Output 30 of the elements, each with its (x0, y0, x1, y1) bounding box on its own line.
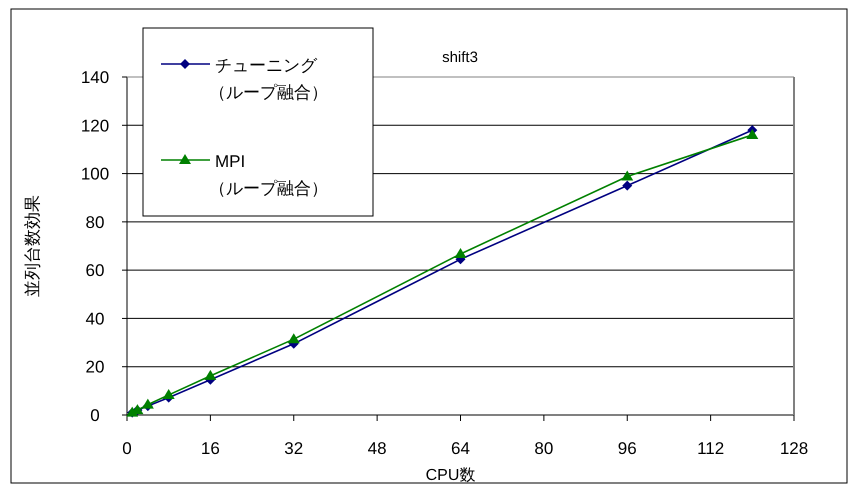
legend-label: チューニング（ループ融合） (209, 56, 328, 102)
y-tick-label: 120 (80, 116, 110, 136)
x-axis-title: CPU数 (426, 467, 476, 484)
x-tick-label: 48 (368, 439, 387, 458)
point (204, 370, 216, 380)
point (454, 248, 466, 258)
x-tick-label: 16 (200, 439, 220, 458)
chart-title: shift3 (442, 49, 478, 66)
point (621, 170, 634, 180)
x-tick-label: 64 (451, 439, 470, 458)
point (288, 333, 300, 344)
legend-label: MPI（ループ融合） (209, 152, 328, 198)
y-axis-title: 並列台数効果 (23, 195, 42, 297)
y-tick-label: 20 (86, 358, 104, 377)
y-tick-label: 100 (80, 164, 110, 184)
x-tick-label: 32 (284, 439, 304, 458)
y-tick-label: 0 (90, 406, 100, 425)
x-tick-label: 0 (122, 439, 132, 458)
point (162, 388, 175, 399)
point (142, 398, 154, 409)
point (746, 128, 758, 139)
x-tick-label: 96 (618, 439, 637, 458)
point (622, 180, 632, 191)
x-tick-label: 128 (780, 439, 808, 458)
y-tick-label: 60 (86, 261, 104, 280)
y-tick-label: 80 (86, 212, 104, 232)
y-tick-label: 140 (80, 68, 110, 87)
x-tick-label: 112 (697, 439, 724, 458)
y-tick-label: 40 (86, 309, 104, 328)
x-tick-label: 80 (534, 439, 554, 458)
